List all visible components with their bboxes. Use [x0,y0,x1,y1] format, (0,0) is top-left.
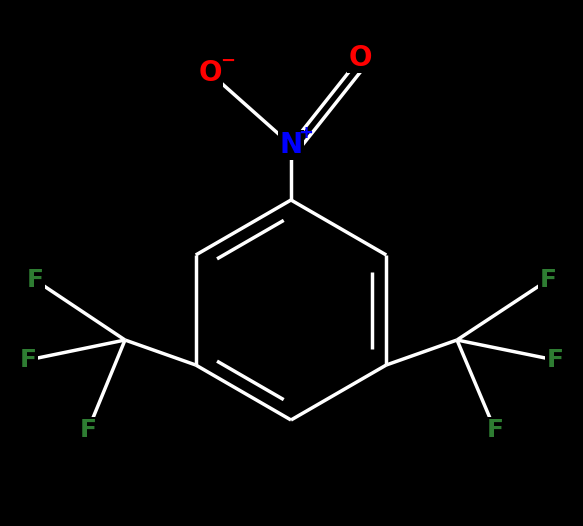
Text: +: + [298,124,314,142]
Text: F: F [539,268,557,292]
Text: F: F [26,268,44,292]
Text: −: − [220,52,236,70]
Text: N: N [279,131,303,159]
Text: F: F [79,418,97,442]
Text: F: F [546,348,564,372]
Text: O: O [198,59,222,87]
Text: F: F [486,418,504,442]
Text: F: F [19,348,37,372]
Text: O: O [348,44,372,72]
